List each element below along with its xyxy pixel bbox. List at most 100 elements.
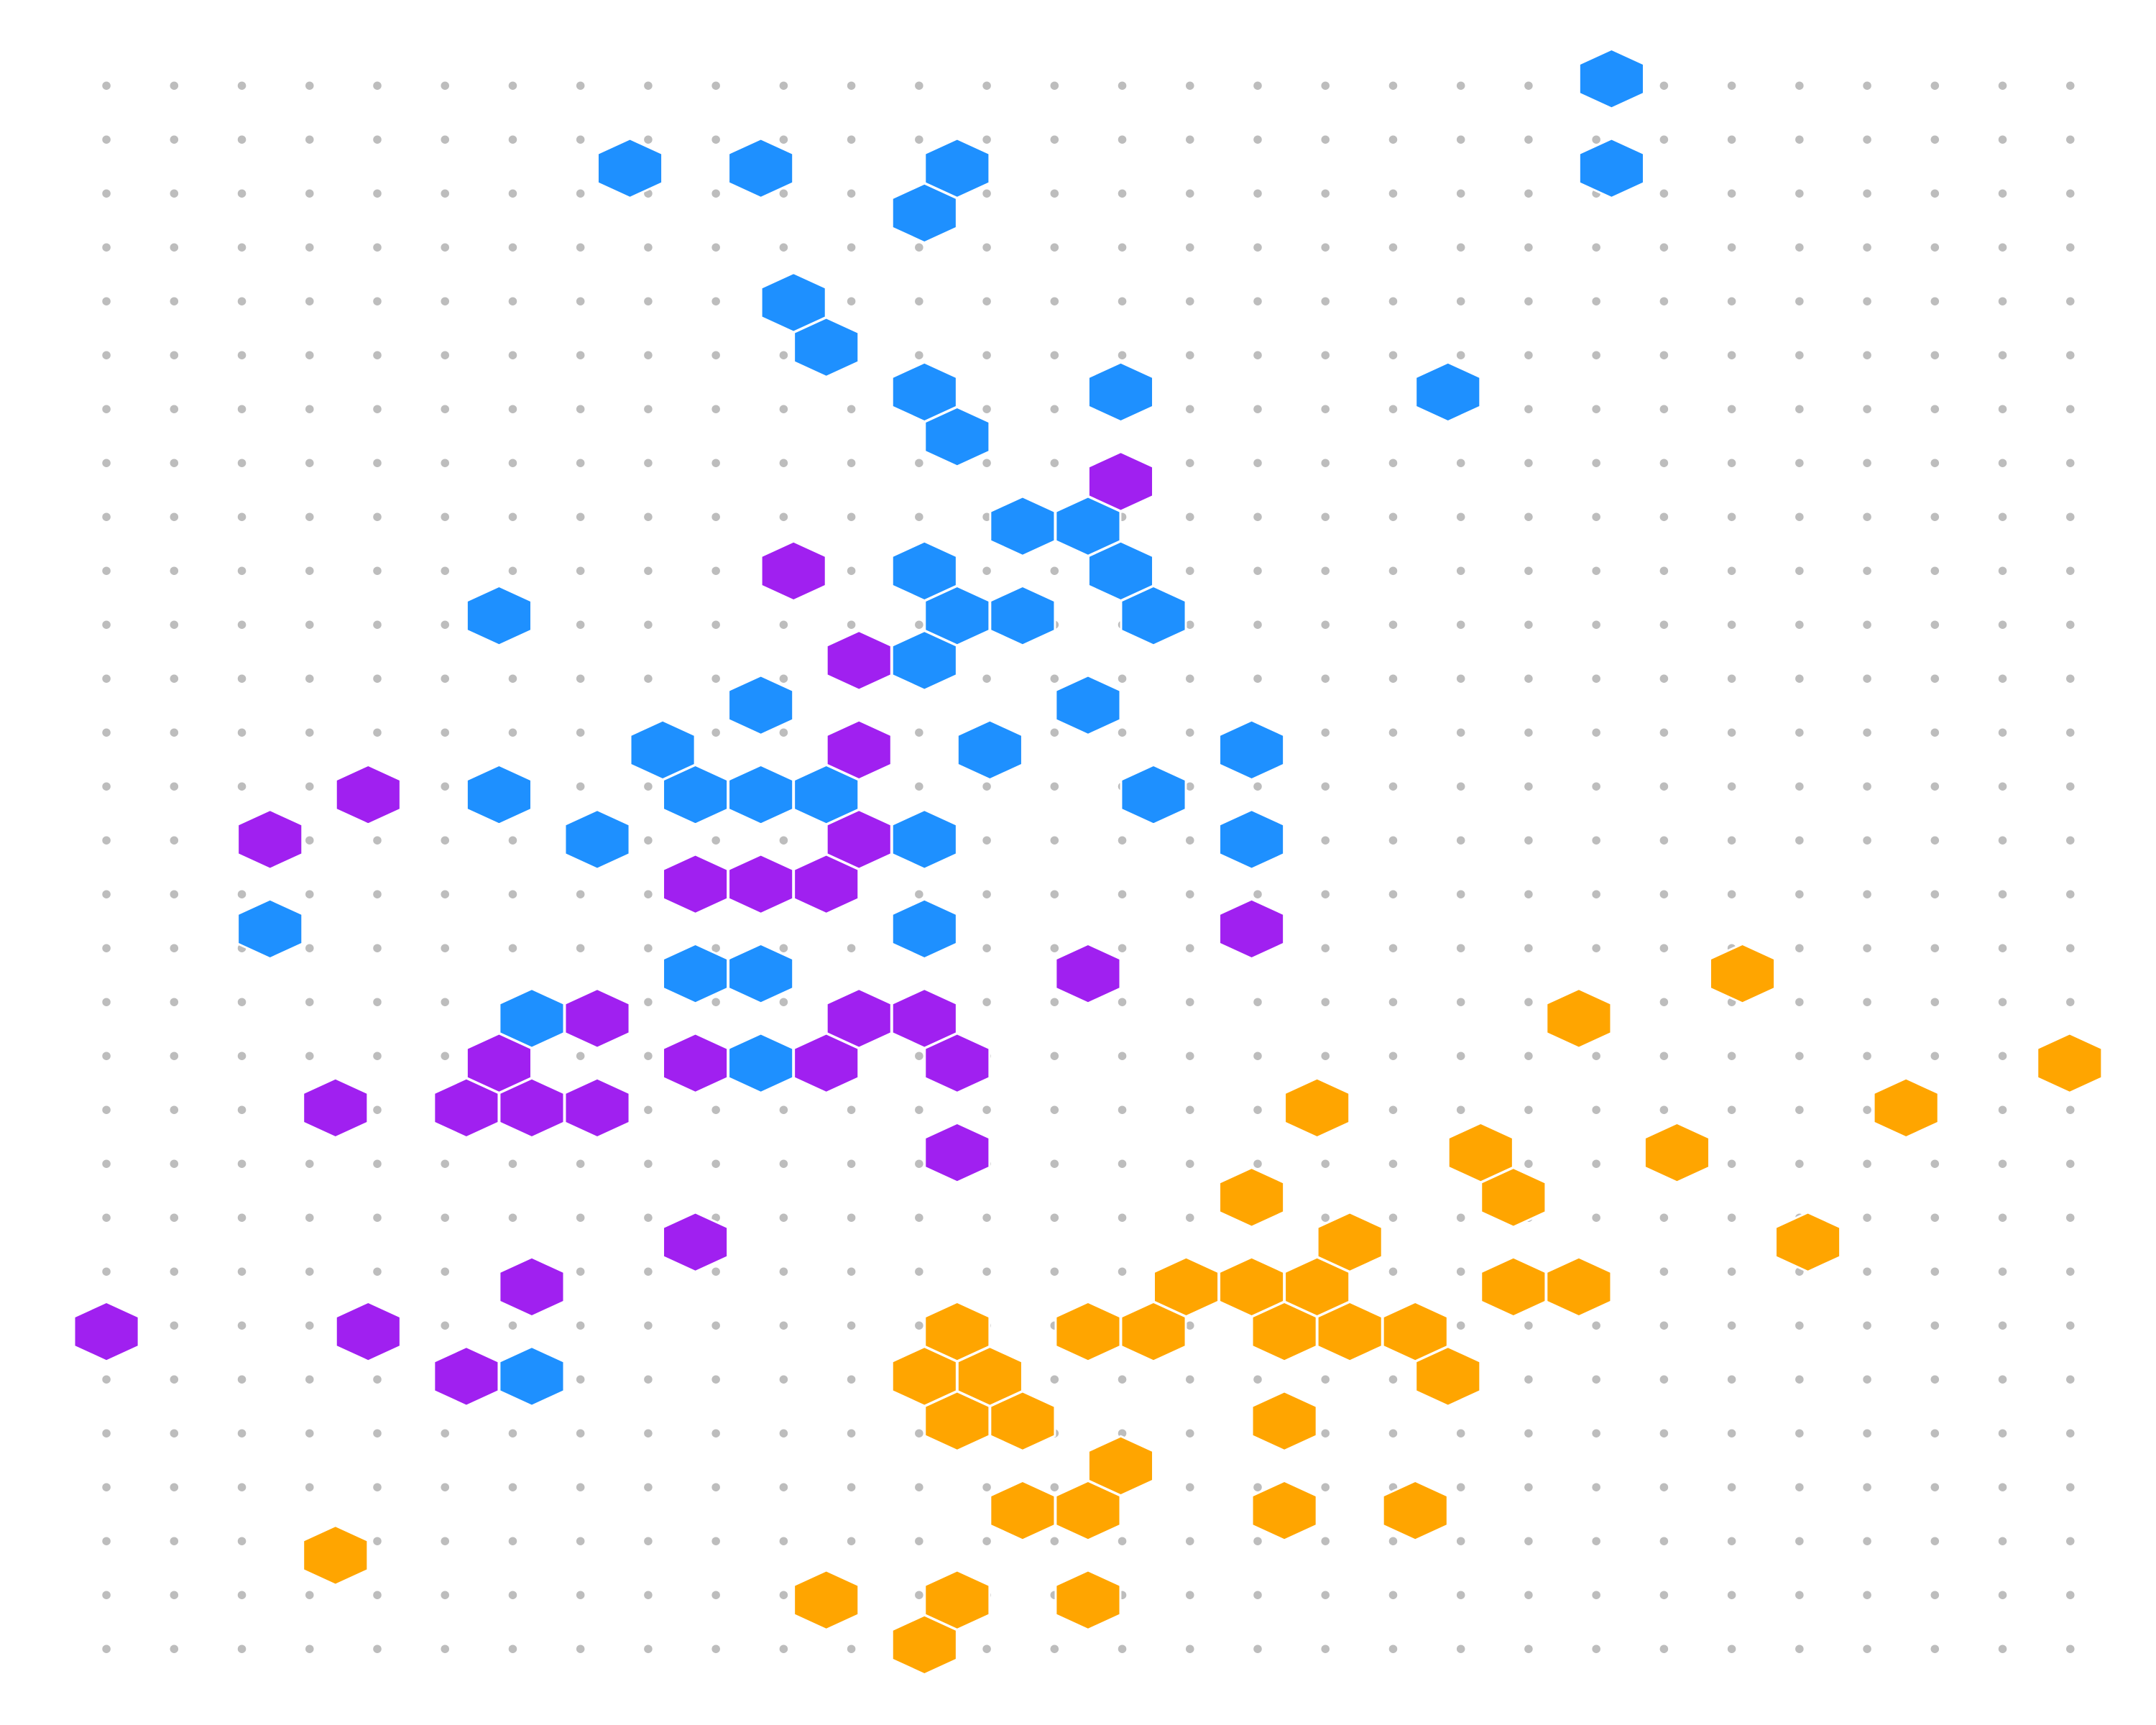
- grid-dot: [1795, 566, 1804, 575]
- grid-dot: [1186, 405, 1194, 413]
- grid-dot: [1930, 81, 1940, 90]
- grid-dot: [1727, 512, 1736, 521]
- grid-dot: [373, 1159, 382, 1168]
- grid-dot: [1795, 405, 1804, 413]
- grid-dot: [1118, 890, 1127, 898]
- grid-dot: [305, 620, 314, 629]
- grid-dot: [1321, 1644, 1330, 1653]
- grid-dot: [1592, 135, 1600, 144]
- grid-dot: [847, 1213, 856, 1222]
- grid-dot: [102, 243, 111, 252]
- grid-dot: [1118, 1537, 1127, 1545]
- grid-dot: [1998, 297, 2007, 305]
- grid-dot: [1795, 674, 1804, 683]
- grid-dot: [915, 459, 923, 467]
- grid-dot: [508, 1213, 517, 1222]
- grid-dot: [1186, 1375, 1194, 1384]
- grid-dot: [847, 81, 856, 90]
- grid-dot: [1659, 944, 1669, 952]
- grid-dot: [1456, 1591, 1465, 1599]
- grid-dot: [1998, 1591, 2007, 1599]
- hex-cell: [1709, 942, 1776, 1005]
- grid-dot: [1998, 1375, 2007, 1384]
- grid-dot: [1456, 728, 1465, 737]
- grid-dot: [102, 998, 111, 1006]
- grid-dot: [1524, 297, 1533, 305]
- grid-dot: [441, 566, 449, 575]
- grid-dot: [1524, 351, 1533, 359]
- grid-dot: [1998, 1429, 2007, 1438]
- grid-dot: [508, 1483, 517, 1491]
- grid-dot: [1727, 1429, 1736, 1438]
- grid-dot: [373, 1105, 382, 1114]
- grid-dot: [1321, 351, 1330, 359]
- grid-dot: [373, 1267, 382, 1276]
- grid-dot: [441, 459, 449, 467]
- grid-dot: [102, 836, 111, 845]
- grid-dot: [102, 1375, 111, 1384]
- grid-dot: [1388, 728, 1398, 737]
- grid-dot: [508, 566, 517, 575]
- grid-dot: [1795, 836, 1804, 845]
- grid-dot: [102, 1213, 111, 1222]
- grid-dot: [1659, 566, 1669, 575]
- grid-dot: [1253, 566, 1262, 575]
- grid-dot: [779, 1537, 788, 1545]
- hex-cell: [793, 1032, 860, 1094]
- grid-dot: [1795, 1375, 1804, 1384]
- grid-dot: [2066, 351, 2075, 359]
- grid-dot: [1998, 1483, 2007, 1491]
- grid-dot: [508, 1591, 517, 1599]
- grid-dot: [1524, 512, 1533, 521]
- grid-dot: [1930, 836, 1940, 845]
- grid-dot: [1659, 1591, 1669, 1599]
- grid-dot: [1727, 1052, 1736, 1060]
- grid-dot: [711, 1483, 720, 1491]
- grid-dot: [1524, 243, 1533, 252]
- grid-dot: [1050, 135, 1059, 144]
- grid-dot: [237, 189, 247, 198]
- grid-dot: [305, 728, 314, 737]
- grid-dot: [237, 1644, 247, 1653]
- grid-dot: [1998, 1321, 2007, 1330]
- grid-dot: [1930, 351, 1940, 359]
- grid-dot: [1592, 1429, 1600, 1438]
- grid-dot: [1253, 674, 1262, 683]
- grid-dot: [1050, 1267, 1059, 1276]
- grid-dot: [847, 1267, 856, 1276]
- grid-dot: [1253, 405, 1262, 413]
- grid-dot: [644, 890, 653, 898]
- grid-dot: [170, 1213, 179, 1222]
- grid-dot: [1727, 1159, 1736, 1168]
- grid-dot: [779, 1483, 788, 1491]
- grid-dot: [644, 81, 653, 90]
- grid-dot: [1186, 1644, 1194, 1653]
- grid-dot: [373, 1429, 382, 1438]
- grid-dot: [237, 81, 247, 90]
- grid-dot: [373, 1483, 382, 1491]
- grid-dot: [305, 459, 314, 467]
- grid-dot: [1795, 351, 1804, 359]
- hex-cell: [890, 1614, 958, 1676]
- grid-dot: [576, 1644, 585, 1653]
- hex-cell: [890, 182, 958, 244]
- grid-dot: [1118, 1213, 1127, 1222]
- grid-dot: [373, 512, 382, 521]
- grid-dot: [305, 1159, 314, 1168]
- grid-dot: [1456, 620, 1465, 629]
- grid-dot: [779, 674, 788, 683]
- grid-dot: [1659, 836, 1669, 845]
- hex-cell: [825, 719, 893, 781]
- grid-dot: [1592, 512, 1600, 521]
- hex-cell: [727, 942, 795, 1005]
- grid-dot: [1118, 1644, 1127, 1653]
- grid-dot: [2066, 728, 2075, 737]
- grid-dot: [305, 243, 314, 252]
- hex-cell: [563, 1077, 631, 1139]
- grid-dot: [237, 1375, 247, 1384]
- grid-dot: [1456, 674, 1465, 683]
- grid-dot: [982, 189, 991, 198]
- grid-dot: [1659, 135, 1669, 144]
- grid-dot: [915, 1537, 923, 1545]
- grid-dot: [1592, 405, 1600, 413]
